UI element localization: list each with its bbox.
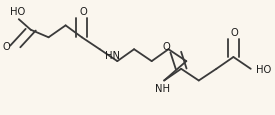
Text: NH: NH (155, 83, 170, 93)
Text: HO: HO (255, 64, 271, 74)
Text: O: O (231, 28, 239, 38)
Text: O: O (163, 42, 170, 52)
Text: O: O (3, 42, 10, 52)
Text: O: O (79, 7, 87, 17)
Text: HN: HN (105, 51, 120, 61)
Text: HO: HO (10, 7, 25, 17)
